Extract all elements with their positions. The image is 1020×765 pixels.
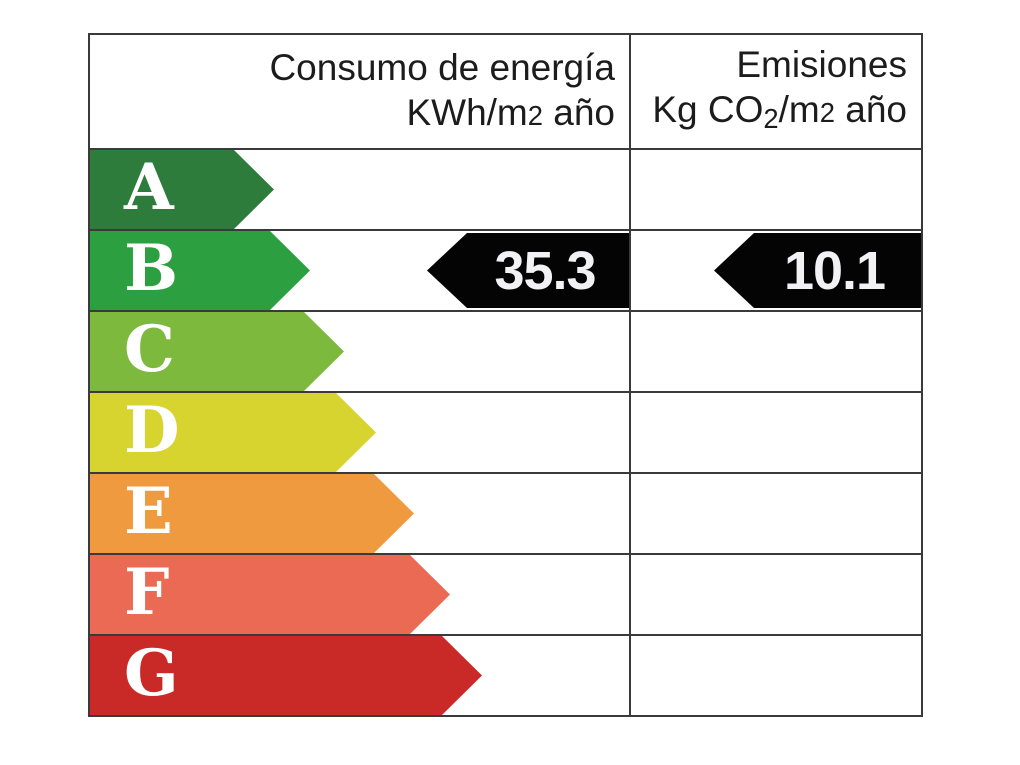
rating-rows: A B 35.3 10.1 (90, 150, 921, 715)
rating-arrow: C (90, 312, 344, 391)
rating-row: D (90, 393, 921, 474)
rating-letter: G (124, 635, 179, 711)
rating-row: C (90, 312, 921, 393)
emissions-value: 10.1 (783, 240, 886, 301)
consumption-header: Consumo de energía KWh/m2 año (90, 35, 631, 148)
rating-row: A (90, 150, 921, 231)
certificate-table: Consumo de energía KWh/m2 año Emisiones … (88, 33, 923, 717)
table-header: Consumo de energía KWh/m2 año Emisiones … (90, 35, 921, 150)
rating-letter: A (124, 149, 174, 225)
consumption-header-line2: KWh/m2 año (406, 92, 615, 133)
rating-row: G (90, 636, 921, 715)
rating-arrow: B (90, 231, 310, 310)
emissions-header: Emisiones Kg CO2/m2 año (631, 35, 921, 148)
emissions-header-line2: Kg CO2/m2 año (652, 88, 907, 134)
rating-row: B 35.3 10.1 (90, 231, 921, 312)
consumption-unit-exponent: 2 (527, 100, 543, 131)
co2-subscript: 2 (763, 103, 779, 134)
consumption-cell: G (90, 636, 631, 715)
rating-row: E (90, 474, 921, 555)
emissions-cell (631, 474, 921, 553)
consumption-cell: E (90, 474, 631, 553)
rating-row: F (90, 555, 921, 636)
rating-arrow: D (90, 393, 376, 472)
emissions-unit-exponent: 2 (819, 96, 835, 128)
rating-arrow: E (90, 474, 414, 553)
rating-arrow: G (90, 636, 482, 715)
emissions-cell (631, 555, 921, 634)
emissions-cell (631, 150, 921, 229)
emissions-header-line1: Emisiones (736, 43, 907, 85)
consumption-header-line1: Consumo de energía (269, 47, 615, 88)
rating-arrow: F (90, 555, 450, 634)
consumption-value: 35.3 (494, 240, 596, 301)
emissions-cell (631, 636, 921, 715)
rating-letter: D (124, 392, 180, 468)
emissions-cell: 10.1 (631, 231, 921, 310)
rating-letter: F (124, 554, 170, 630)
consumption-cell: F (90, 555, 631, 634)
consumption-cell: A (90, 150, 631, 229)
consumption-value-arrow: 35.3 (427, 233, 629, 308)
rating-letter: B (124, 230, 179, 306)
consumption-cell: D (90, 393, 631, 472)
emissions-cell (631, 393, 921, 472)
rating-letter: C (124, 311, 175, 387)
emissions-value-arrow: 10.1 (714, 233, 921, 308)
emissions-cell (631, 312, 921, 391)
consumption-cell: C (90, 312, 631, 391)
rating-arrow: A (90, 150, 274, 229)
rating-letter: E (124, 473, 173, 549)
consumption-cell: B 35.3 (90, 231, 631, 310)
